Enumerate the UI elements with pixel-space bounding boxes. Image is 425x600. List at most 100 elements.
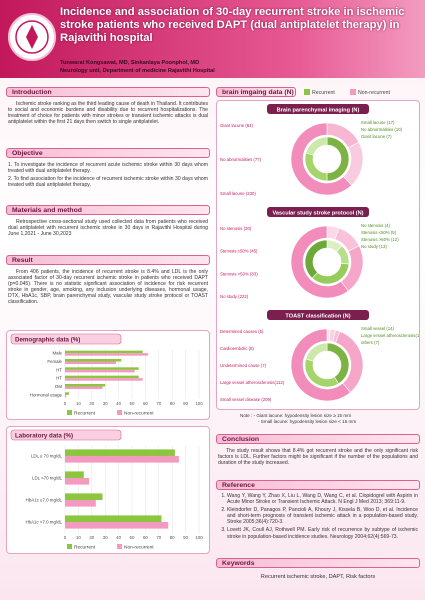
non-recurrent-label: No stenosis (20) <box>220 226 252 231</box>
y-tick-label: HT <box>56 367 62 372</box>
x-tick-label: 60 <box>143 401 148 406</box>
x-tick-label: 70 <box>156 401 161 406</box>
bar <box>65 386 103 389</box>
legend-swatch <box>67 544 72 549</box>
bar <box>65 392 70 395</box>
bar <box>65 367 139 370</box>
bar <box>65 394 67 398</box>
legend-swatch <box>304 89 310 95</box>
non-recurrent-label: Large vessel atherosclerosis(112) <box>220 380 285 385</box>
recurrent-label: No study (13) <box>361 244 387 249</box>
non-recurrent-label: Determined causes (5) <box>220 329 264 334</box>
y-tick-label: Male <box>52 351 62 356</box>
panel-title: TOAST classification (N) <box>285 313 350 319</box>
donut-segment <box>305 136 328 156</box>
section-heading: Conclusion <box>216 434 420 444</box>
header-band: Incidence and association of 30-day recu… <box>0 0 425 78</box>
section-heading: Introduction <box>6 87 210 97</box>
reference: Lovett JK, Coull AJ, Rothwell PM. Early … <box>227 527 418 539</box>
legend-swatch <box>117 410 122 415</box>
y-tick-label: DM <box>55 384 62 389</box>
section-heading: Result <box>6 255 210 265</box>
donut-segment <box>290 328 351 402</box>
x-tick-label: 50 <box>130 401 135 406</box>
non-recurrent-label: Cardioembolic (8) <box>220 346 254 351</box>
x-tick-label: 30 <box>103 535 108 540</box>
bar <box>65 361 116 364</box>
bar <box>65 375 139 379</box>
non-recurrent-label: Undetermined cause (7) <box>220 363 267 368</box>
chart-title: Demographic data (%) <box>15 337 80 344</box>
reference: Kleindorfer D, Panagos P, Pancioli A, Kh… <box>227 507 418 525</box>
recurrent-label: Small lacune (17) <box>361 120 395 125</box>
bar <box>65 515 162 522</box>
x-tick-label: 20 <box>89 535 94 540</box>
bar <box>65 449 175 456</box>
x-tick-label: 100 <box>195 535 203 540</box>
bar <box>65 478 90 485</box>
x-tick-label: 20 <box>89 401 94 406</box>
non-recurrent-label: Stenosis >50% (83) <box>220 271 258 276</box>
legend-swatch <box>350 89 356 95</box>
x-tick-label: 90 <box>183 401 188 406</box>
paragraph: Retrospective cross-sectional study used… <box>8 219 208 238</box>
x-tick-label: 40 <box>116 535 121 540</box>
x-tick-label: 80 <box>170 535 175 540</box>
donut-segment <box>304 239 328 279</box>
legend-label: Non-recurrent <box>358 90 391 96</box>
chart-title-bg <box>10 429 122 441</box>
authors: Tunwarat Kongsawat, MD, Sinkanlaya Poonp… <box>60 60 200 66</box>
x-tick-label: 10 <box>76 401 81 406</box>
panel-title-bg <box>267 310 369 320</box>
chart-title: Laboratory data (%) <box>15 433 73 440</box>
non-recurrent-label: Stenosis ≤50% (45) <box>220 249 258 254</box>
y-tick-label: LDL <70 mg/dL <box>32 476 63 481</box>
non-recurrent-label: Giant lacune (64) <box>220 123 254 128</box>
paragraph: Ischemic stroke ranking as the third lea… <box>8 101 208 126</box>
recurrent-label: No stenosis (4) <box>361 223 390 228</box>
section-heading: Materials and method <box>6 205 210 215</box>
bar <box>65 359 122 362</box>
legend-label: Non-recurrent <box>124 411 154 417</box>
x-tick-label: 80 <box>170 401 175 406</box>
donut-segment <box>305 342 328 362</box>
section-heading: Objective <box>6 148 210 158</box>
note: - Small lacune: hypodensity lesion size … <box>258 419 357 424</box>
section-heading: brain imgaing data (N) <box>216 87 296 97</box>
legend-swatch <box>117 544 122 549</box>
bar <box>65 350 143 354</box>
bar <box>65 456 179 463</box>
donut-segment <box>290 225 349 299</box>
y-tick-label: Hormonal usage <box>30 392 63 397</box>
recurrent-label: Stenosis ≤50% (5) <box>361 230 397 235</box>
list: Wang Y, Wang Y, Zhao X, Liu L, Wang D, W… <box>218 493 418 540</box>
donut-panel: TOAST classification (N) Small vessel (14… <box>220 310 419 402</box>
section-heading: Reference <box>216 480 420 490</box>
logo <box>8 13 56 61</box>
non-recurrent-label: Small vessel disease (209) <box>220 397 272 402</box>
donut-segment <box>290 122 353 196</box>
bar <box>65 500 96 507</box>
recurrent-label: Large vessel atherosclerosis(13) <box>361 333 419 338</box>
bar <box>65 384 106 387</box>
panel-title: Brain parenchymal imaging (N) <box>277 107 360 113</box>
bar <box>65 493 103 500</box>
legend-label: Recurrent <box>74 411 96 417</box>
non-recurrent-label: No study (222) <box>220 294 249 299</box>
imaging-box: Brain parenchymal imaging (N) Small lacun… <box>216 100 420 410</box>
panel-title-bg <box>267 207 369 217</box>
paragraph: 2. To find association for the incidence… <box>8 176 208 189</box>
donut-panel: Brain parenchymal imaging (N) Small lacun… <box>220 104 403 196</box>
bar-chart: Laboratory data (%) 0 10 20 30 40 50 60 70 80 90 10… <box>10 429 203 551</box>
x-tick-label: 50 <box>130 535 135 540</box>
bar <box>65 522 169 529</box>
panel-title: Vascular study stroke protocol (N) <box>272 210 363 216</box>
legend-label: Recurrent <box>74 545 96 551</box>
y-tick-label: LDL ≥ 70 mg/dL <box>31 454 63 459</box>
chart-title-bg <box>10 333 122 345</box>
legend: Recurrent Non-recurrent <box>304 89 391 96</box>
panel-title-bg <box>267 104 369 114</box>
paragraph: 1. To investigate the incidence of recur… <box>8 162 208 175</box>
bar <box>65 369 135 373</box>
